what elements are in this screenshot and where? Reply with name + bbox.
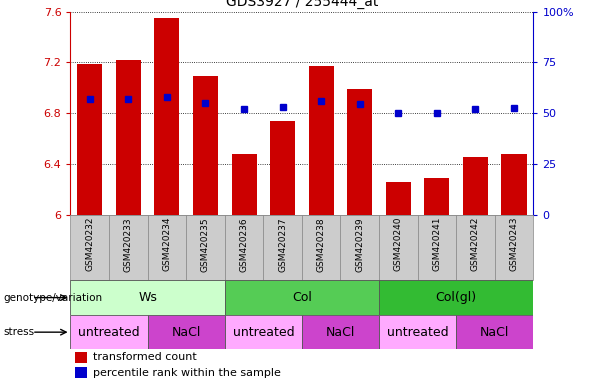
Text: NaCl: NaCl [172, 326, 201, 339]
Bar [193, 76, 218, 215]
Text: untreated: untreated [78, 326, 140, 339]
Bar [456, 215, 495, 280]
Text: GSM420234: GSM420234 [162, 217, 172, 271]
Bar [148, 315, 225, 349]
Text: GSM420235: GSM420235 [201, 217, 210, 271]
Text: genotype/variation: genotype/variation [3, 293, 102, 303]
Bar [225, 280, 379, 315]
Bar [302, 215, 340, 280]
Bar [77, 64, 102, 215]
Bar [495, 215, 533, 280]
Bar [347, 89, 372, 215]
Bar [232, 154, 257, 215]
Text: GSM420238: GSM420238 [317, 217, 326, 271]
Text: NaCl: NaCl [480, 326, 509, 339]
Bar [225, 215, 264, 280]
Bar [379, 280, 533, 315]
Text: GSM420243: GSM420243 [509, 217, 519, 271]
Bar [225, 315, 302, 349]
Bar [186, 215, 225, 280]
Bar [148, 215, 186, 280]
Bar [379, 315, 456, 349]
Bar [154, 18, 180, 215]
Bar [456, 315, 533, 349]
Bar [70, 280, 225, 315]
Text: GSM420242: GSM420242 [471, 217, 480, 271]
Bar [264, 215, 302, 280]
Text: GSM420233: GSM420233 [124, 217, 133, 271]
Bar [116, 60, 141, 215]
Text: GSM420239: GSM420239 [356, 217, 364, 271]
Bar [70, 215, 109, 280]
Text: Ws: Ws [138, 291, 157, 304]
Text: GSM420237: GSM420237 [278, 217, 287, 271]
Text: transformed count: transformed count [93, 353, 196, 362]
Bar [417, 215, 456, 280]
Text: percentile rank within the sample: percentile rank within the sample [93, 367, 281, 377]
Bar [379, 215, 417, 280]
Text: NaCl: NaCl [326, 326, 355, 339]
Text: stress: stress [3, 327, 34, 337]
Text: untreated: untreated [387, 326, 449, 339]
Bar [501, 154, 527, 215]
Text: untreated: untreated [232, 326, 294, 339]
Bar [270, 121, 295, 215]
Text: GSM420240: GSM420240 [394, 217, 403, 271]
Bar [463, 157, 488, 215]
Bar [309, 66, 333, 215]
Bar [340, 215, 379, 280]
Bar [75, 352, 86, 362]
Text: GSM420236: GSM420236 [240, 217, 248, 271]
Text: GSM420232: GSM420232 [85, 217, 94, 271]
Bar [302, 315, 379, 349]
Bar [70, 315, 148, 349]
Bar [386, 182, 411, 215]
Text: Col(gl): Col(gl) [436, 291, 477, 304]
Text: Col: Col [292, 291, 312, 304]
Bar [424, 178, 449, 215]
Bar [109, 215, 148, 280]
Title: GDS3927 / 255444_at: GDS3927 / 255444_at [226, 0, 378, 9]
Text: GSM420241: GSM420241 [432, 217, 441, 271]
Bar [75, 367, 86, 378]
